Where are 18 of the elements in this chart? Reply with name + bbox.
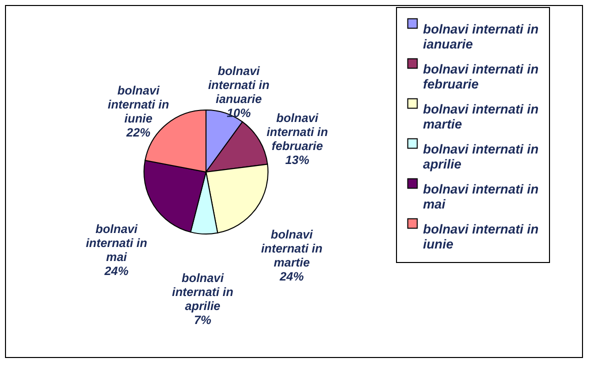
slice-label: bolnavi internati in februarie xyxy=(266,111,328,154)
legend-label: bolnavi internati in iunie xyxy=(423,222,539,252)
slice-label: bolnavi internati in aprilie xyxy=(172,270,234,313)
legend-label: bolnavi internati in mai xyxy=(423,182,539,212)
legend-label: bolnavi internati in martie xyxy=(423,102,539,132)
data-label: 13% xyxy=(285,153,310,168)
data-label: 24% xyxy=(103,264,129,278)
data-label: 10% xyxy=(226,106,252,120)
slice-label: bolnavi internati in mai xyxy=(86,222,148,264)
data-label: 24% xyxy=(278,269,304,284)
legend-label: bolnavi internati in ianuarie xyxy=(423,22,539,52)
legend-label: bolnavi internati in februarie xyxy=(423,62,539,92)
slice-label: bolnavi internati in ianuarie xyxy=(208,64,270,106)
legend-label: bolnavi internati in aprilie xyxy=(423,142,539,172)
slice-label: bolnavi internati in martie xyxy=(261,227,322,270)
data-label: 7% xyxy=(194,312,212,327)
slice-label: bolnavi internati in iunie xyxy=(108,83,170,126)
data-label: 22% xyxy=(125,125,151,140)
